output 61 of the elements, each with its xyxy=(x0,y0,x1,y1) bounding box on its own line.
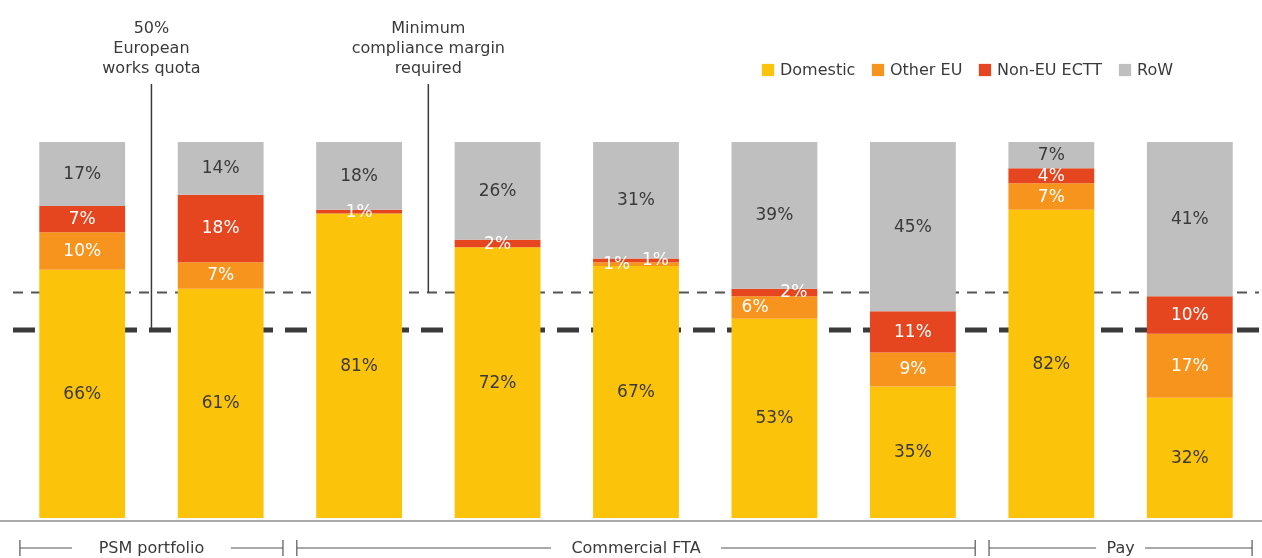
bar xyxy=(1146,397,1233,518)
text: Commercial FTA xyxy=(571,538,701,557)
bar xyxy=(869,142,956,312)
data-label: 53% xyxy=(755,407,794,428)
data-label: 41% xyxy=(1170,208,1209,229)
data-label: 17% xyxy=(1170,354,1209,375)
data-label: 18% xyxy=(201,217,240,238)
data-label: 7% xyxy=(1037,144,1065,165)
data-label: 81% xyxy=(340,354,379,375)
bar xyxy=(731,318,818,518)
bar xyxy=(39,232,126,270)
data-label: 61% xyxy=(201,392,240,413)
data-label: 4% xyxy=(1037,164,1065,185)
data-label: 10% xyxy=(1170,303,1209,324)
data-label: 35% xyxy=(893,441,932,462)
data-label: 82% xyxy=(1032,352,1071,373)
data-label: 45% xyxy=(893,215,932,236)
data-label: 1% xyxy=(603,253,631,274)
text: Pay xyxy=(1106,538,1135,557)
data-label: 10% xyxy=(63,240,102,261)
bar xyxy=(177,194,264,263)
bar xyxy=(1008,142,1095,169)
data-label: 39% xyxy=(755,204,794,225)
legend-label: Domestic xyxy=(780,60,856,79)
data-label: 9% xyxy=(899,358,927,379)
bar xyxy=(177,288,264,518)
bar xyxy=(39,142,126,206)
ref-line-label: Minimum compliance margin required xyxy=(351,18,505,77)
legend-label: Other EU xyxy=(890,60,963,79)
bar xyxy=(1146,333,1233,398)
data-label: 7% xyxy=(68,208,96,229)
data-label: 66% xyxy=(63,382,102,403)
bar xyxy=(39,205,126,233)
data-label: 7% xyxy=(1037,185,1065,206)
bar xyxy=(869,311,956,353)
data-label: 6% xyxy=(741,296,769,317)
data-label: 7% xyxy=(207,264,235,285)
data-label: 11% xyxy=(893,320,932,341)
bar xyxy=(731,296,818,319)
bar xyxy=(177,142,264,195)
data-label: 32% xyxy=(1170,446,1209,467)
legend-label: Non-EU ECTT xyxy=(997,60,1103,79)
bar xyxy=(1008,209,1095,518)
data-label: 31% xyxy=(617,189,655,210)
legend-label: RoW xyxy=(1137,60,1174,79)
data-label: 17% xyxy=(63,162,102,183)
data-label: 14% xyxy=(201,157,240,178)
ref-line-label: 50% European works quota xyxy=(102,18,201,77)
bar xyxy=(39,269,126,518)
data-label: 18% xyxy=(340,164,379,185)
data-label: 72% xyxy=(478,371,517,392)
bar xyxy=(177,262,264,289)
bar xyxy=(869,352,956,387)
text: PSM portfolio xyxy=(98,538,205,557)
data-label: 67% xyxy=(617,381,655,402)
bar xyxy=(454,247,541,518)
bar xyxy=(1146,142,1233,297)
bar xyxy=(1146,296,1233,334)
data-label: 26% xyxy=(478,179,517,200)
bar xyxy=(869,386,956,518)
bar xyxy=(1008,183,1095,210)
